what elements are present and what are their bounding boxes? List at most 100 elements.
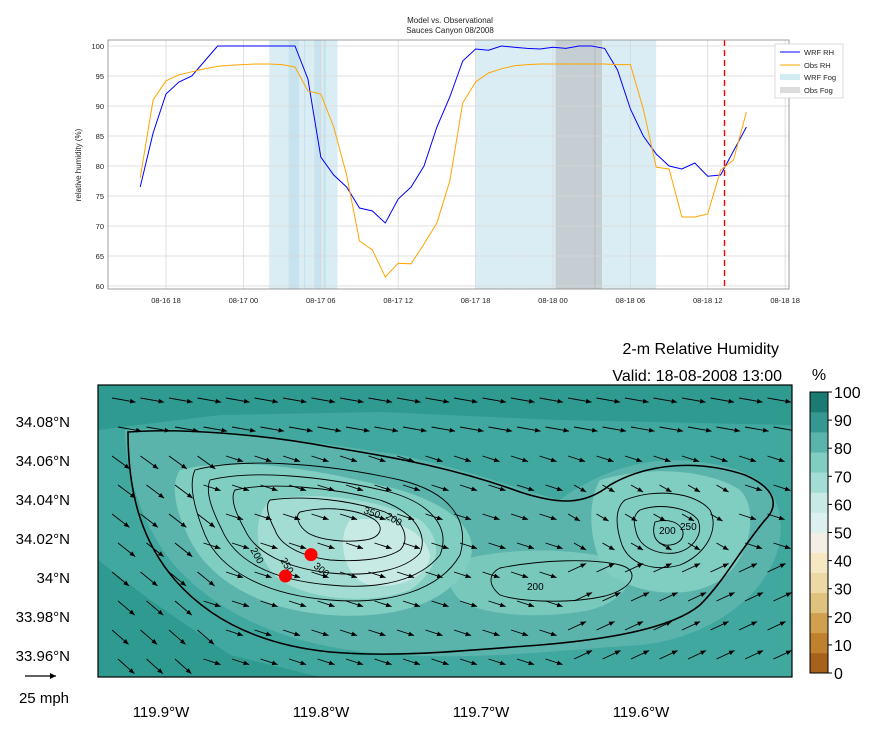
wind-vector-head — [550, 631, 557, 637]
wind-vector-head — [465, 515, 472, 521]
wind-vector-head — [493, 515, 500, 521]
wind-vector-head — [664, 457, 671, 463]
wind-vector-head — [328, 544, 335, 550]
wind-vector-head — [636, 457, 643, 463]
contour-200 — [191, 462, 463, 602]
wind-vector-head — [785, 650, 792, 656]
legend: WRF RH Obs RH WRF Fog Obs Fog — [774, 43, 844, 99]
wind-vector-head — [694, 621, 701, 627]
wind-vector-head — [751, 621, 758, 627]
wind-vector-head — [637, 621, 644, 627]
colorbar-segment — [810, 532, 828, 553]
rh-zone-interior-east — [591, 471, 751, 593]
wind-vector-head — [442, 660, 449, 666]
y-tick-labels: 60 65 70 75 80 85 90 95 100 — [91, 42, 104, 291]
wind-vector-head — [180, 580, 187, 586]
wind-vector-head — [648, 427, 655, 433]
x-tick-label: 08-18 12 — [693, 296, 723, 305]
y-tick-label: 60 — [96, 282, 104, 291]
wind-vector-head — [357, 660, 364, 666]
colorbar-segment — [810, 632, 828, 654]
colorbar-tick-label: 80 — [834, 441, 852, 458]
wind-vector-head — [728, 650, 735, 656]
wind-vector-head — [471, 486, 478, 492]
wind-vector-head — [322, 631, 329, 637]
wind-vector-head — [465, 457, 472, 463]
contour-350 — [267, 497, 406, 562]
latitude-tick-label: 34.04°N — [16, 492, 70, 509]
plot-frame — [107, 39, 790, 290]
wind-vector-head — [128, 668, 135, 674]
wind-vector-head — [671, 592, 678, 598]
wind-vector-head — [637, 563, 644, 569]
latitude-labels: 34.08°N 34.06°N 34.04°N 34.02°N 34°N 33.98°N 3… — [16, 414, 70, 665]
wind-vector-head — [300, 544, 307, 550]
wind-vector-head — [151, 639, 158, 645]
wind-vector-head — [688, 516, 695, 521]
legend-label-wrf-fog: WRF Fog — [804, 73, 836, 82]
wind-vector-head — [129, 609, 135, 616]
wind-vector-head — [351, 457, 358, 463]
wind-vector-head — [671, 650, 678, 656]
obs-fog-span — [594, 40, 602, 289]
wind-vector-head — [414, 398, 421, 404]
series-lines — [139, 45, 747, 278]
wind-vector-head — [237, 573, 244, 579]
colorbar-segment — [810, 432, 828, 453]
wind-vector-head — [756, 398, 763, 404]
legend-box — [774, 43, 844, 99]
legend-swatch-wrf-fog — [780, 74, 800, 80]
wind-vector-head — [300, 398, 307, 404]
wind-vector-head — [322, 457, 329, 463]
wind-vector-head — [179, 639, 186, 645]
wind-vector-head — [716, 516, 723, 521]
y-tick-label: 70 — [96, 222, 104, 231]
wrf-fog-span — [282, 40, 296, 289]
longitude-labels: 119.9°W 119.8°W 119.7°W 119.6°W — [133, 704, 670, 721]
coastline — [127, 429, 774, 655]
wind-vector-head — [620, 427, 627, 433]
wind-vector-head — [471, 398, 478, 404]
wind-vector-head — [122, 639, 129, 645]
wind-vector-head — [294, 457, 301, 463]
wind-vector-head — [471, 544, 478, 550]
wind-vector-head — [322, 515, 329, 521]
fog-shading — [269, 40, 657, 289]
rh-zone-highest — [342, 519, 430, 586]
wind-vector-head — [129, 492, 136, 499]
wind-vector-head — [214, 660, 221, 666]
wind-vector-head — [335, 427, 342, 433]
y-tick-label: 95 — [96, 72, 104, 81]
wind-vector-head — [591, 427, 598, 433]
rh-band-southwest — [98, 560, 320, 677]
contour-label: 200 — [659, 526, 676, 537]
latitude-tick-label: 34.02°N — [16, 531, 70, 548]
wind-vector-head — [379, 457, 386, 463]
wind-vector-head — [602, 516, 609, 521]
longitude-tick-label: 119.6°W — [613, 704, 670, 721]
wind-vector-head — [784, 486, 791, 492]
wind-vector-head — [528, 660, 535, 666]
wind-vector-head — [357, 544, 364, 550]
wind-vector-head — [243, 544, 250, 550]
wind-vector-head — [556, 602, 563, 608]
colorbar-tick-label: 60 — [834, 497, 852, 514]
wrf-fog-span — [323, 40, 338, 289]
wind-vector-head — [265, 631, 272, 637]
wind-vector-head — [306, 427, 313, 433]
wind-vector-head — [586, 592, 593, 598]
wind-vector-head — [694, 563, 701, 569]
map-frame — [97, 384, 793, 678]
wind-vector-head — [522, 573, 529, 579]
contour-300-east — [653, 520, 684, 546]
wind-vector-head — [528, 486, 535, 492]
wind-vector-head — [751, 563, 758, 569]
colorbar-segment — [810, 552, 828, 573]
legend-swatch-obs-fog — [780, 87, 800, 93]
wind-vector-head — [158, 398, 165, 404]
wind-vector-head — [574, 516, 581, 521]
colorbar: 0 10 20 30 40 50 60 70 80 90 100 — [809, 385, 861, 683]
wind-vector-head — [209, 522, 215, 528]
wind-vector-head — [157, 609, 164, 616]
wind-vector-head — [294, 631, 301, 637]
